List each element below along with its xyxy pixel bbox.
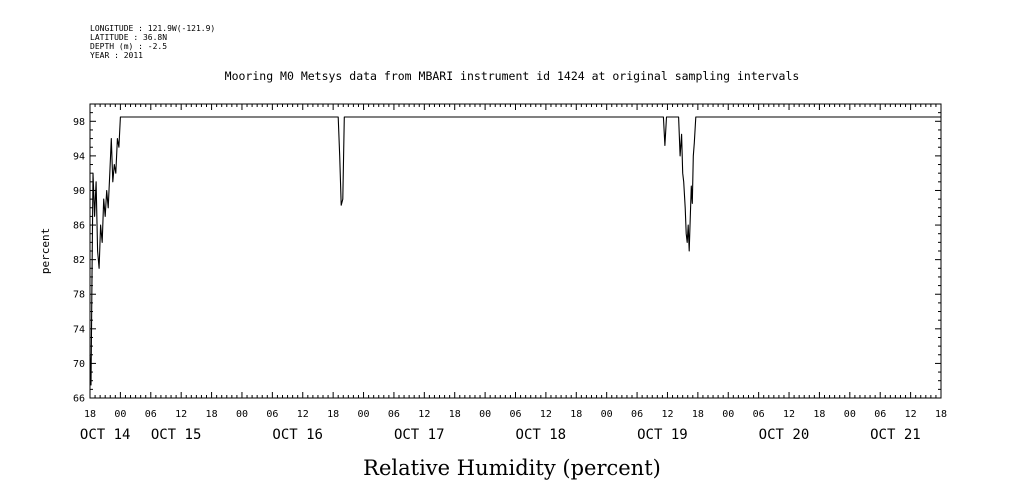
x-tick-label: 00 (236, 409, 248, 420)
x-tick-label: 18 (813, 409, 825, 420)
x-date-label: OCT 17 (394, 427, 445, 443)
x-tick-label: 00 (722, 409, 734, 420)
x-date-label: OCT 18 (516, 427, 567, 443)
y-tick-label: 78 (73, 290, 85, 301)
x-axis: 18 00 06 12 18 00 06 12 18 00 06 12 18 00 06 12 18 00 06 12… (84, 104, 947, 420)
x-tick-label: 18 (935, 409, 947, 420)
x-axis-label: Relative Humidity (percent) (363, 456, 661, 480)
y-tick-label: 66 (73, 394, 85, 405)
x-tick-label: 00 (844, 409, 856, 420)
x-tick-label: 06 (631, 409, 643, 420)
chart-title: Mooring M0 Metsys data from MBARI instru… (225, 69, 800, 83)
y-tick-label: 90 (73, 186, 85, 197)
y-tick-label: 94 (73, 151, 85, 162)
x-tick-label: 12 (661, 409, 673, 420)
x-date-label: OCT 20 (759, 427, 810, 443)
y-tick-label: 86 (73, 221, 85, 232)
y-axis-label: percent (39, 228, 52, 274)
metadata-block: LONGITUDE : 121.9W(-121.9) LATITUDE : 36… (90, 24, 215, 60)
x-tick-label: 12 (297, 409, 309, 420)
date-labels: OCT 14 OCT 15 OCT 16 OCT 17 OCT 18 OCT 19 OCT … (80, 427, 921, 443)
x-tick-label: 12 (905, 409, 917, 420)
x-tick-label: 12 (540, 409, 552, 420)
x-date-label: OCT 21 (870, 427, 921, 443)
series-line (89, 116, 941, 386)
x-tick-label: 00 (479, 409, 491, 420)
x-tick-label: 18 (692, 409, 704, 420)
x-date-label: OCT 16 (272, 427, 323, 443)
x-tick-label: 00 (114, 409, 126, 420)
x-tick-label: 12 (783, 409, 795, 420)
x-tick-label: 18 (206, 409, 218, 420)
x-tick-label: 06 (509, 409, 521, 420)
y-tick-label: 74 (73, 324, 85, 335)
x-tick-label: 00 (601, 409, 613, 420)
metadata-longitude: LONGITUDE : 121.9W(-121.9) (90, 24, 215, 33)
plot-frame (89, 103, 942, 399)
x-tick-label: 00 (358, 409, 370, 420)
x-tick-label: 18 (570, 409, 582, 420)
x-tick-label: 06 (145, 409, 157, 420)
x-tick-label: 06 (874, 409, 886, 420)
metadata-depth: DEPTH (m) : -2.5 (90, 42, 167, 51)
series-layer (89, 116, 941, 386)
metadata-year: YEAR : 2011 (90, 51, 143, 60)
x-tick-label: 06 (753, 409, 765, 420)
y-tick-label: 70 (73, 359, 85, 370)
x-tick-label: 06 (266, 409, 278, 420)
y-tick-label: 82 (73, 255, 85, 266)
x-date-label: OCT 19 (637, 427, 688, 443)
y-tick-label: 98 (73, 117, 85, 128)
x-tick-label: 18 (84, 409, 96, 420)
x-tick-label: 18 (327, 409, 339, 420)
x-date-label: OCT 15 (151, 427, 202, 443)
y-axis: 66 70 74 78 82 86 90 94 98 (73, 103, 941, 405)
x-tick-label: 06 (388, 409, 400, 420)
x-date-label: OCT 14 (80, 427, 131, 443)
x-tick-label: 18 (449, 409, 461, 420)
x-tick-label: 12 (418, 409, 430, 420)
x-tick-label: 12 (175, 409, 187, 420)
metadata-latitude: LATITUDE : 36.8N (90, 33, 167, 42)
